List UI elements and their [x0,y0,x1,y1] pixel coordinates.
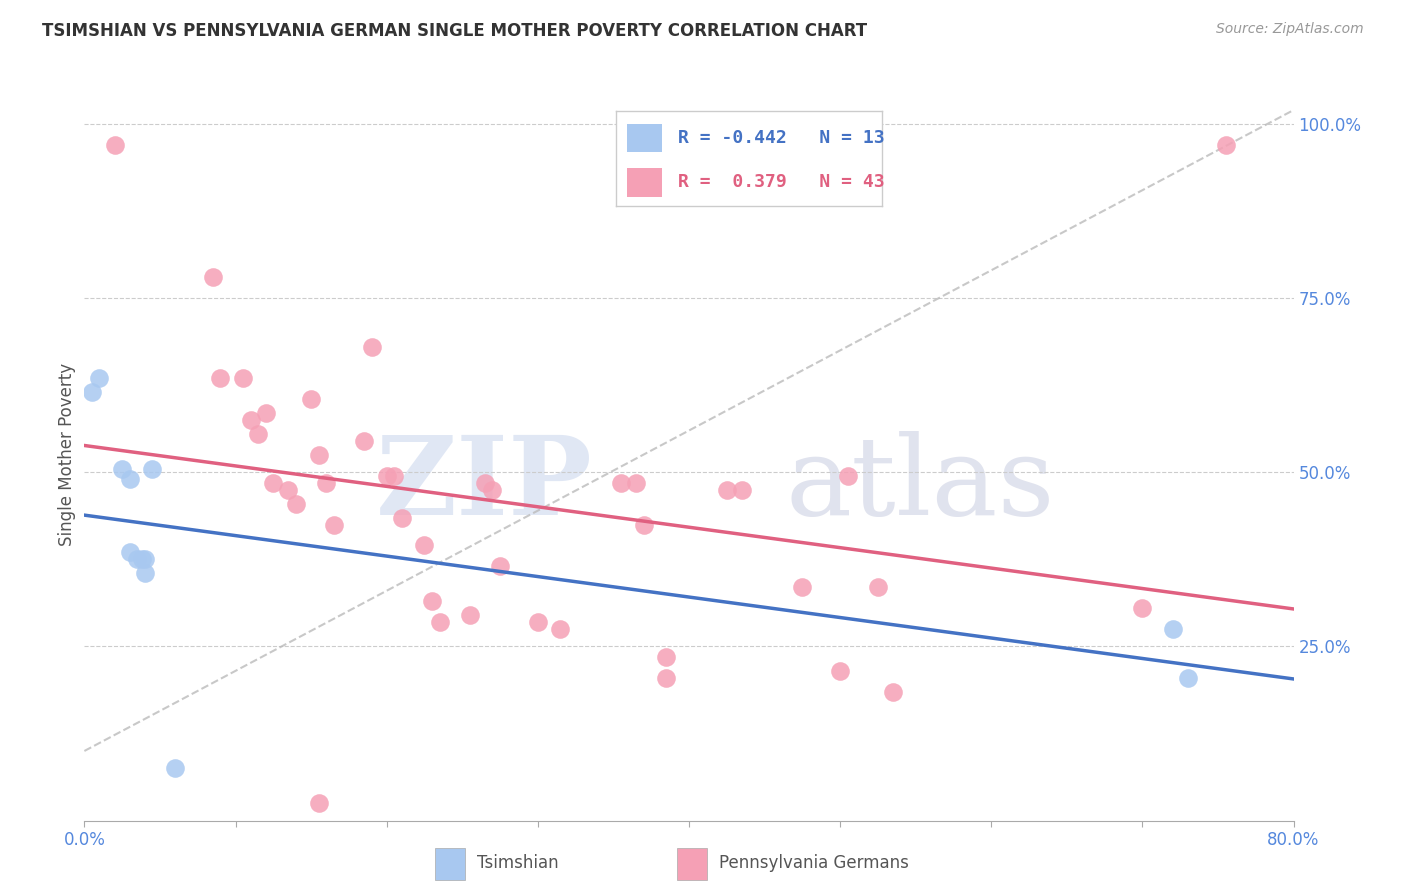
Point [624,475,647,490]
Text: Source: ZipAtlas.com: Source: ZipAtlas.com [1216,22,1364,37]
Text: R = -0.442   N = 13: R = -0.442 N = 13 [678,128,884,147]
Point [80,385,103,400]
Point [165,761,187,775]
Point [141,462,163,476]
Point [353,434,375,448]
Point [308,448,330,462]
Point [481,483,503,497]
Bar [627,123,662,152]
Text: Pennsylvania Germans: Pennsylvania Germans [720,854,910,872]
Point [131,552,153,566]
Point [239,413,262,427]
Point [837,468,859,483]
Point [792,580,814,594]
Point [277,483,299,497]
Point [474,475,496,490]
Point [458,608,481,623]
Point [830,664,852,678]
Point [550,622,572,636]
Point [633,517,655,532]
Text: ZIP: ZIP [375,431,592,538]
Point [655,671,678,685]
Point [882,685,904,699]
Point [118,545,141,559]
Point [1215,137,1237,152]
Point [254,406,277,420]
Point [247,427,270,442]
Point [315,475,337,490]
Text: atlas: atlas [786,431,1056,538]
Point [1130,601,1153,615]
Point [134,566,156,581]
Point [866,580,889,594]
Point [489,559,512,574]
Text: TSIMSHIAN VS PENNSYLVANIA GERMAN SINGLE MOTHER POVERTY CORRELATION CHART: TSIMSHIAN VS PENNSYLVANIA GERMAN SINGLE … [42,22,868,40]
Point [232,371,254,385]
Point [527,615,550,629]
Point [285,497,308,511]
Point [375,468,398,483]
Text: R =  0.379   N = 43: R = 0.379 N = 43 [678,173,884,192]
Bar [434,848,465,880]
Point [89,371,111,385]
Y-axis label: Single Mother Poverty: Single Mother Poverty [58,363,76,547]
Point [111,462,134,476]
Point [382,468,405,483]
Point [104,137,127,152]
Point [127,552,149,566]
Point [391,510,413,524]
Point [209,371,232,385]
Text: Tsimshian: Tsimshian [478,854,560,872]
Point [262,475,284,490]
Point [420,594,443,608]
Point [655,649,678,664]
Point [429,615,451,629]
Point [308,796,330,810]
Point [299,392,322,407]
Point [716,483,738,497]
Point [134,552,156,566]
Point [322,517,344,532]
Point [413,539,436,553]
Point [731,483,754,497]
Point [610,475,633,490]
Bar [676,848,707,880]
Point [201,270,224,285]
Bar [627,169,662,197]
Point [360,340,382,354]
Point [118,472,141,486]
Point [1177,671,1199,685]
Point [1161,622,1184,636]
